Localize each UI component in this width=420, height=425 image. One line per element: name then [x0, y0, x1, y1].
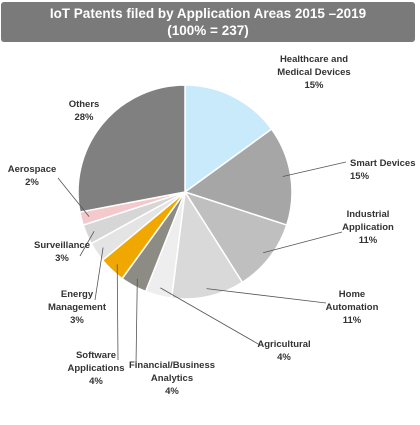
leader-line [94, 247, 104, 301]
slice-name-label: Software [76, 350, 116, 361]
slice-label: Smart Devices 15% [350, 158, 415, 182]
slice-name-label: Management [48, 302, 107, 313]
leader-line [282, 161, 347, 177]
slice-value-label: 11% [359, 235, 378, 246]
slice-name-label: Energy [61, 289, 94, 300]
slice-value-label: 4% [89, 376, 103, 387]
pie-slice [170, 189, 244, 300]
slice-value-label: 15% [350, 171, 370, 182]
slice-name-label: Smart Devices [350, 158, 415, 169]
slice-value-label: 3% [55, 253, 69, 264]
slice-value-label: 11% [343, 315, 362, 326]
chart-title: IoT Patents filed by Application Areas 2… [49, 6, 367, 21]
slice-label: Aerospace 2% [8, 164, 57, 188]
leader-line [160, 287, 261, 346]
pie-slice [184, 84, 273, 194]
pie-slices [77, 84, 293, 300]
slice-label: Others 28% [69, 99, 100, 123]
slice-label: Software Applications 4% [67, 350, 124, 387]
leader-line [135, 278, 138, 366]
slice-label: Surveillance 3% [34, 240, 90, 264]
leader-line [116, 264, 119, 361]
chart-subtitle: (100% = 237) [167, 23, 249, 38]
pie-slice [77, 84, 186, 213]
leader-line [206, 288, 327, 304]
slice-name-label: Others [69, 99, 100, 110]
slice-name-label: Home [339, 289, 365, 300]
slice-label: Energy Management 3% [48, 289, 107, 326]
slice-name-label: Application [342, 222, 394, 233]
slice-name-label: Aerospace [8, 164, 57, 175]
slice-value-label: 15% [304, 80, 324, 91]
pie-slice [183, 128, 293, 227]
slice-name-label: Surveillance [34, 240, 90, 251]
slice-value-label: 2% [25, 177, 39, 188]
leader-line [79, 231, 95, 257]
slice-label: Industrial Application 11% [342, 209, 394, 246]
slice-value-label: 4% [165, 386, 179, 397]
pie-slice [183, 190, 288, 284]
slice-label: Home Automation 11% [326, 289, 379, 326]
slice-labels: Healthcare and Medical Devices 15%Smart De… [8, 54, 416, 397]
slice-name-label: Financial/Business [129, 360, 215, 371]
slice-name-label: Agricultural [257, 339, 310, 350]
leader-line [263, 231, 343, 254]
slice-name-label: Applications [67, 363, 124, 374]
leader-line [57, 177, 90, 217]
slice-value-label: 3% [70, 315, 84, 326]
chart-title-bar: IoT Patents filed by Application Areas 2… [1, 2, 415, 42]
slice-label: Healthcare and Medical Devices 15% [277, 54, 350, 91]
slice-name-label: Industrial [347, 209, 390, 220]
leader-lines [57, 161, 347, 366]
slice-name-label: Healthcare and [280, 54, 348, 65]
slice-name-label: Analytics [151, 373, 193, 384]
slice-label: Financial/Business Analytics 4% [129, 360, 215, 397]
slice-name-label: Automation [326, 302, 379, 313]
slice-value-label: 4% [277, 352, 291, 363]
slice-label: Agricultural 4% [257, 339, 310, 363]
slice-name-label: Medical Devices [277, 67, 350, 78]
slice-value-label: 28% [74, 112, 94, 123]
